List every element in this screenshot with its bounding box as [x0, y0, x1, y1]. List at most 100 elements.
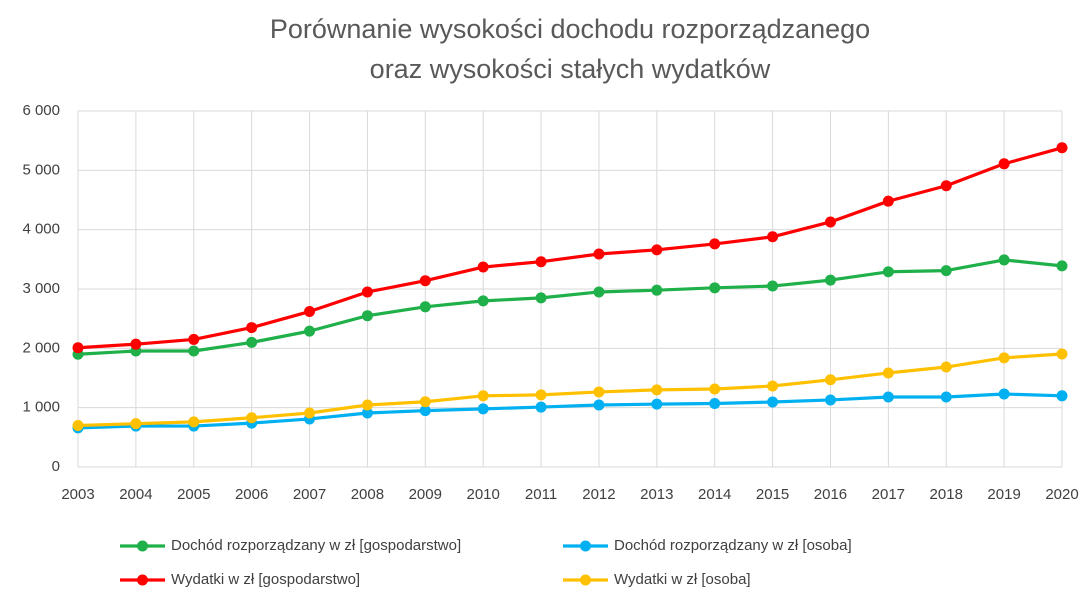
data-point: [246, 336, 258, 348]
data-point: [477, 261, 489, 273]
data-point: [419, 275, 431, 287]
x-tick-label: 2011: [525, 486, 557, 503]
data-point: [998, 352, 1010, 364]
series-line: [77, 392, 1063, 430]
y-tick-label: 4 000: [22, 221, 60, 238]
chart-title: Porównanie wysokości dochodu rozporządza…: [270, 14, 870, 44]
data-point: [824, 274, 836, 286]
data-point: [246, 412, 258, 424]
x-tick-label: 2009: [409, 486, 442, 503]
data-point: [709, 282, 721, 294]
y-tick-label: 1 000: [22, 399, 60, 416]
legend-marker: [580, 540, 591, 552]
y-tick-label: 6 000: [22, 102, 60, 119]
x-tick-label: 2018: [930, 486, 963, 503]
x-tick-label: 2004: [119, 486, 152, 503]
data-point: [940, 265, 952, 277]
data-point: [709, 238, 721, 250]
data-point: [535, 389, 547, 401]
legend-marker: [580, 574, 591, 586]
x-tick-label: 2007: [293, 486, 326, 503]
x-tick-label: 2003: [61, 486, 94, 503]
data-point: [304, 325, 316, 337]
data-point: [882, 266, 894, 278]
data-point: [998, 388, 1010, 400]
y-tick-label: 3 000: [22, 280, 60, 297]
data-point: [130, 418, 142, 430]
data-point: [1056, 348, 1068, 360]
x-tick-label: 2010: [466, 486, 499, 503]
x-tick-label: 2013: [640, 486, 673, 503]
legend-label: Dochód rozporządzany w zł [osoba]: [614, 537, 852, 554]
data-point: [361, 310, 373, 322]
y-tick-label: 2 000: [22, 339, 60, 356]
data-point: [1056, 260, 1068, 272]
legend-label: Wydatki w zł [gospodarstwo]: [171, 571, 360, 588]
series-line: [77, 258, 1063, 356]
data-point: [535, 292, 547, 304]
data-point: [882, 391, 894, 403]
data-point: [361, 399, 373, 411]
y-tick-label: 0: [52, 458, 60, 475]
data-point: [882, 367, 894, 379]
data-point: [940, 180, 952, 192]
legend-marker: [137, 574, 148, 586]
y-tick-label: 5 000: [22, 161, 60, 178]
x-tick-label: 2019: [987, 486, 1020, 503]
data-point: [304, 306, 316, 318]
data-point: [767, 396, 779, 408]
x-tick-label: 2008: [351, 486, 384, 503]
x-tick-label: 2015: [756, 486, 789, 503]
data-point: [1056, 142, 1068, 154]
data-point: [651, 244, 663, 256]
data-point: [477, 403, 489, 415]
x-tick-label: 2016: [814, 486, 847, 503]
data-point: [998, 254, 1010, 266]
data-point: [304, 407, 316, 419]
data-point: [72, 419, 84, 431]
x-tick-label: 2014: [698, 486, 731, 503]
x-tick-label: 2005: [177, 486, 210, 503]
data-point: [593, 286, 605, 298]
legend-label: Wydatki w zł [osoba]: [614, 571, 751, 588]
data-point: [535, 256, 547, 268]
data-point: [419, 396, 431, 408]
data-point: [940, 361, 952, 373]
data-point: [998, 158, 1010, 170]
data-point: [824, 394, 836, 406]
data-point: [419, 405, 431, 417]
data-point: [651, 384, 663, 396]
data-point: [651, 284, 663, 296]
data-point: [477, 295, 489, 307]
data-point: [419, 301, 431, 313]
data-point: [651, 398, 663, 410]
series-line: [77, 146, 1063, 350]
x-tick-label: 2006: [235, 486, 268, 503]
data-point: [188, 333, 200, 345]
data-point: [593, 248, 605, 260]
data-point: [361, 286, 373, 298]
data-point: [824, 374, 836, 386]
x-tick-label: 2020: [1045, 486, 1078, 503]
data-point: [940, 391, 952, 403]
data-point: [188, 345, 200, 357]
data-point: [709, 398, 721, 410]
data-point: [1056, 390, 1068, 402]
series-line: [77, 352, 1063, 428]
data-point: [188, 416, 200, 428]
legend-label: Dochód rozporządzany w zł [gospodarstwo]: [171, 537, 461, 554]
data-point: [130, 338, 142, 350]
chart-title: oraz wysokości stałych wydatków: [370, 54, 771, 84]
data-point: [535, 401, 547, 413]
data-point: [593, 399, 605, 411]
data-point: [709, 383, 721, 395]
data-point: [767, 380, 779, 392]
data-point: [882, 195, 894, 207]
data-point: [824, 216, 836, 228]
data-point: [477, 390, 489, 402]
data-point: [72, 342, 84, 354]
x-tick-label: 2017: [872, 486, 905, 503]
legend-marker: [137, 540, 148, 552]
data-point: [767, 280, 779, 292]
